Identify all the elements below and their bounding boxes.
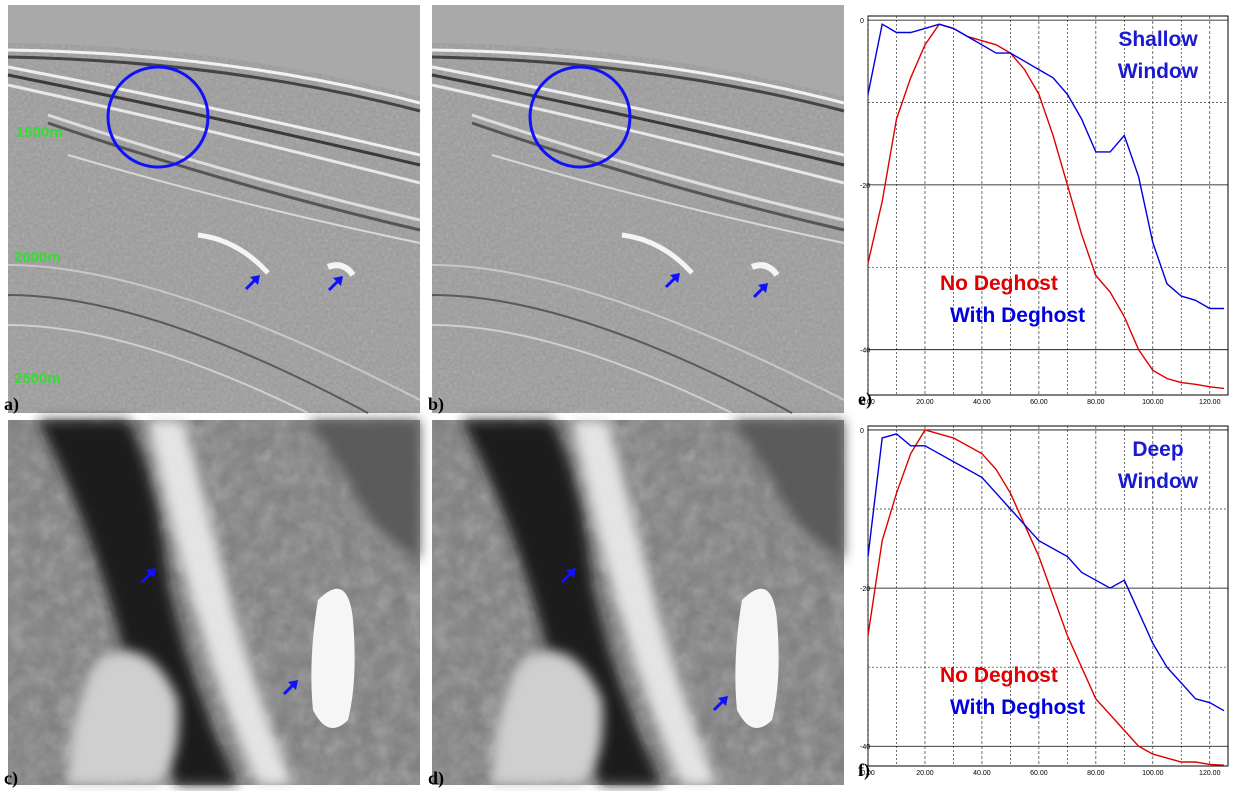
panel-label: b) (428, 394, 444, 415)
depth-slice (8, 420, 420, 785)
y-tick-label: -40 (860, 348, 870, 355)
y-tick-label: 0 (860, 18, 864, 25)
figure: 1500m 2000m 2500m a) b) c) d) 0-20-400.0… (0, 0, 1233, 791)
legend-entry: With Deghost (950, 696, 1085, 719)
window-label: Window (1118, 470, 1199, 493)
x-tick-label: 120.00 (1199, 770, 1221, 777)
x-tick-label: 80.00 (1087, 770, 1105, 777)
depth-label: 2500m (14, 370, 61, 387)
page: 1500m 2000m 2500m a) b) c) d) 0-20-400.0… (0, 0, 1233, 791)
panel-label: c) (4, 768, 18, 789)
panel-b (432, 5, 844, 413)
y-tick-label: 0 (860, 428, 864, 435)
x-tick-label: 120.00 (1199, 399, 1221, 406)
y-tick-label: -20 (860, 183, 870, 190)
panel-a: 1500m 2000m 2500m (8, 5, 420, 413)
x-tick-label: 40.00 (973, 399, 991, 406)
x-tick-label: 100.00 (1142, 399, 1164, 406)
depth-label: 1500m (16, 124, 63, 141)
window-label: Shallow (1118, 28, 1198, 51)
x-tick-label: 60.00 (1030, 399, 1048, 406)
legend-entry: No Deghost (940, 664, 1058, 687)
panel-label: a) (4, 394, 19, 415)
x-tick-label: 40.00 (973, 770, 991, 777)
legend-entry: No Deghost (940, 272, 1058, 295)
panel-d (432, 420, 844, 785)
seismic-section (432, 5, 844, 413)
x-tick-label: 100.00 (1142, 770, 1164, 777)
x-tick-label: 20.00 (916, 770, 934, 777)
depth-slice (432, 420, 844, 785)
panel-label: d) (428, 768, 444, 789)
seismic-section (8, 5, 420, 413)
window-label: Deep (1132, 438, 1183, 461)
window-label: Window (1118, 60, 1199, 83)
x-tick-label: 80.00 (1087, 399, 1105, 406)
legend-entry: With Deghost (950, 304, 1085, 327)
x-tick-label: 20.00 (916, 399, 934, 406)
panel-label: f) (858, 760, 870, 781)
y-tick-label: -40 (860, 744, 870, 751)
y-tick-label: -20 (860, 586, 870, 593)
panel-label: e) (858, 389, 872, 410)
x-tick-label: 60.00 (1030, 770, 1048, 777)
depth-label: 2000m (14, 249, 61, 266)
panel-c (8, 420, 420, 785)
